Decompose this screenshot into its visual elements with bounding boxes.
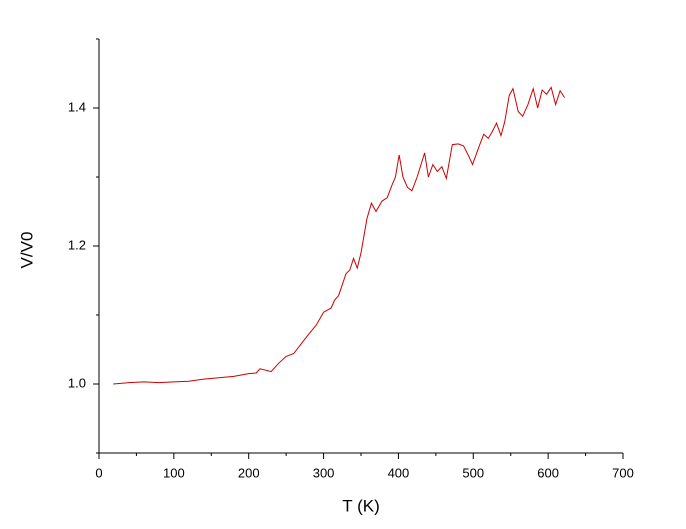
x-tick-label: 200 bbox=[238, 465, 260, 480]
y-tick-label: 1.2 bbox=[68, 237, 86, 252]
y-tick-label: 1.0 bbox=[68, 375, 86, 390]
x-tick-label: 0 bbox=[95, 465, 102, 480]
x-tick-label: 700 bbox=[612, 465, 634, 480]
data-line bbox=[113, 86, 566, 385]
x-tick-label: 600 bbox=[537, 465, 559, 480]
x-tick-label: 500 bbox=[462, 465, 484, 480]
x-tick-label: 100 bbox=[163, 465, 185, 480]
x-axis-title: T (K) bbox=[342, 496, 379, 515]
y-axis-title: V/V0 bbox=[17, 232, 36, 269]
y-tick-label: 1.4 bbox=[68, 99, 86, 114]
x-tick-label: 400 bbox=[388, 465, 410, 480]
x-tick-label: 300 bbox=[313, 465, 335, 480]
